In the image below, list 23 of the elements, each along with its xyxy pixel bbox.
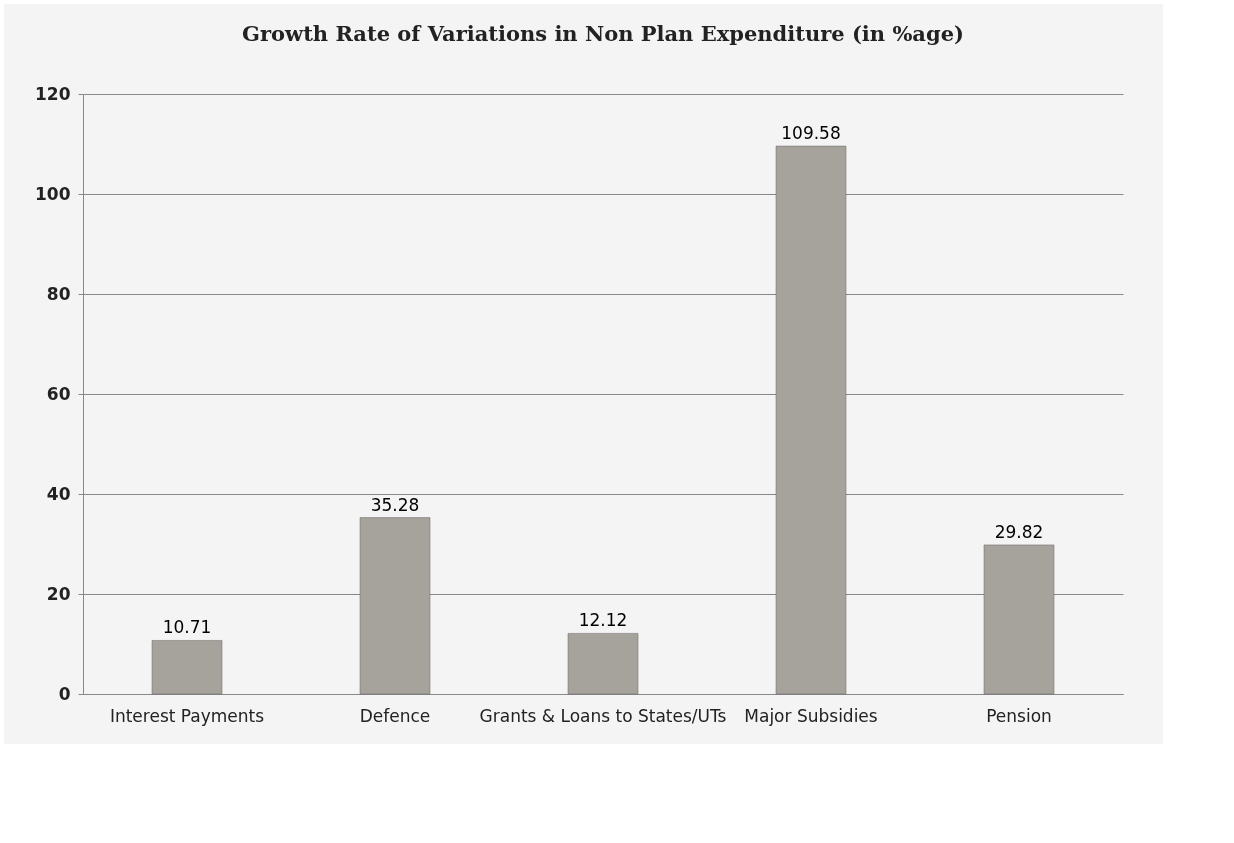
y-tick-label: 80 (46, 283, 71, 304)
y-tick-label: 0 (58, 683, 71, 704)
y-tick-label: 120 (35, 83, 71, 104)
y-tick-label: 40 (46, 483, 71, 504)
bar (775, 145, 847, 695)
x-tick-label: Grants & Loans to States/UTs (479, 705, 727, 726)
data-label: 29.82 (994, 521, 1044, 542)
data-label: 35.28 (370, 494, 420, 515)
bar (983, 544, 1055, 695)
x-tick-label: Pension (986, 705, 1052, 726)
chart-title: Growth Rate of Variations in Non Plan Expenditure (in %age) (242, 21, 964, 46)
y-tick-label: 60 (46, 383, 71, 404)
bar (359, 517, 431, 695)
bar (567, 633, 639, 695)
x-tick-label: Major Subsidies (744, 705, 878, 726)
data-label: 109.58 (781, 123, 841, 144)
data-label: 10.71 (162, 617, 212, 638)
data-label: 12.12 (578, 610, 628, 631)
y-tick-label: 100 (35, 183, 71, 204)
x-tick-label: Defence (359, 705, 431, 726)
y-tick-label: 20 (46, 583, 71, 604)
bar (151, 640, 223, 695)
x-tick-label: Interest Payments (109, 705, 265, 726)
